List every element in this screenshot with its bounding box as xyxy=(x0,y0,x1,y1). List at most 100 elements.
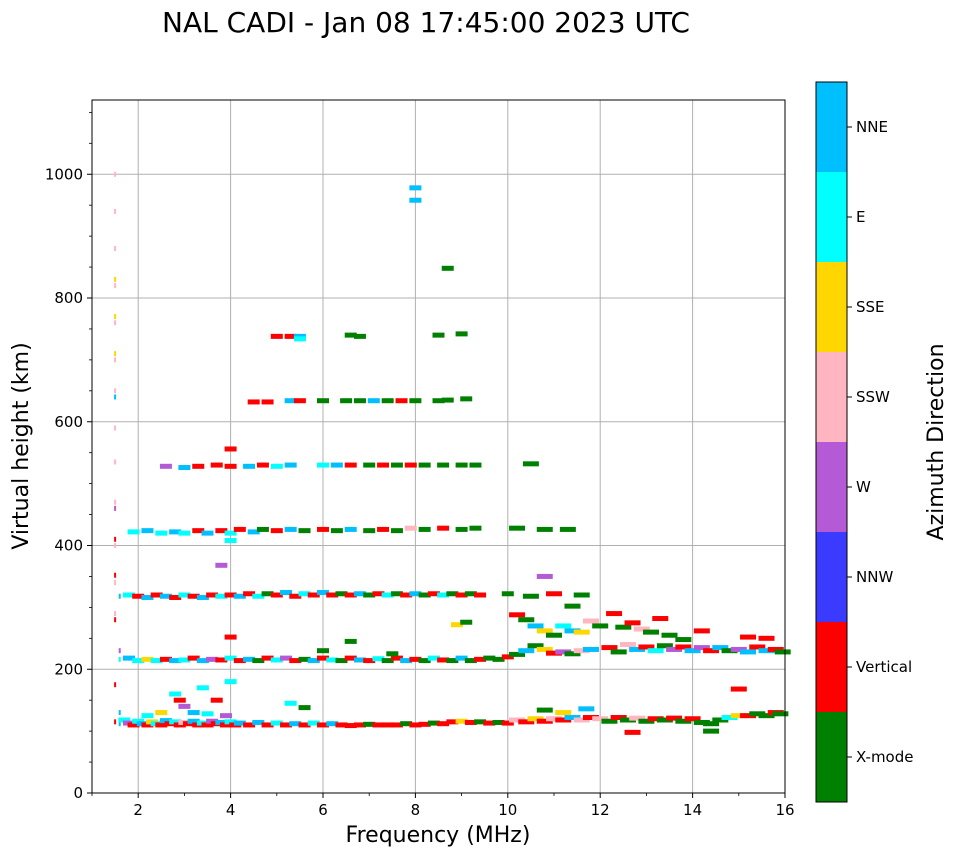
echo-point xyxy=(455,526,468,532)
echo-point xyxy=(460,396,473,402)
echo-point xyxy=(536,646,553,652)
echo-point xyxy=(432,332,445,338)
echo-point xyxy=(252,719,265,725)
echo-point xyxy=(372,656,385,662)
colorbar-label: E xyxy=(856,208,865,226)
echo-point xyxy=(317,590,329,596)
echo-point xyxy=(196,658,209,664)
echo-point xyxy=(441,397,454,403)
echo-point xyxy=(772,711,789,717)
echo-point xyxy=(155,722,168,728)
echo-point xyxy=(122,592,135,598)
echo-point xyxy=(224,655,237,661)
echo-point xyxy=(114,208,117,214)
echo-point xyxy=(464,591,477,597)
echo-point xyxy=(270,463,283,469)
echo-point xyxy=(118,710,121,716)
echo-point xyxy=(224,538,237,544)
echo-point xyxy=(224,530,237,536)
echo-point xyxy=(114,171,117,177)
echo-point xyxy=(298,656,311,662)
axis-ticks: 2 4 6 8 10 12 14 16 0 200 400 600 800 1000 xyxy=(45,111,795,819)
echo-point xyxy=(555,623,572,629)
echo-point xyxy=(224,719,237,725)
echo-point xyxy=(582,646,599,652)
echo-point xyxy=(114,536,117,542)
echo-point xyxy=(353,657,366,663)
echo-point xyxy=(522,461,539,467)
echo-point xyxy=(395,398,408,404)
echo-point xyxy=(289,593,302,599)
echo-point xyxy=(501,591,514,597)
echo-point xyxy=(344,526,357,532)
echo-point xyxy=(132,593,145,599)
echo-point xyxy=(638,718,655,724)
echo-point xyxy=(344,332,357,338)
echo-point xyxy=(390,591,403,597)
echo-point xyxy=(233,720,246,726)
echo-point xyxy=(661,632,678,638)
echo-point xyxy=(206,592,219,598)
echo-point xyxy=(758,713,775,719)
echo-point xyxy=(284,700,297,706)
echo-point xyxy=(114,425,117,431)
colorbar-swatch xyxy=(816,622,847,712)
echo-point xyxy=(409,197,422,203)
echo-point xyxy=(509,651,526,657)
echo-point xyxy=(114,388,117,394)
echo-point xyxy=(730,713,747,719)
echo-point xyxy=(261,399,274,405)
echo-point xyxy=(629,715,646,721)
echo-point xyxy=(270,528,283,534)
echo-point xyxy=(469,462,482,468)
echo-point xyxy=(712,717,729,723)
echo-point xyxy=(721,715,738,721)
echo-point xyxy=(114,580,117,586)
colorbar-label: NNE xyxy=(856,118,888,136)
x-tick-label: 14 xyxy=(683,801,702,819)
echo-point xyxy=(155,530,168,536)
colorbar-label: NNW xyxy=(856,568,893,586)
echo-point xyxy=(261,722,274,728)
echo-point xyxy=(381,398,394,404)
echo-point xyxy=(703,721,720,727)
echo-point xyxy=(418,658,431,664)
echo-point xyxy=(418,592,431,598)
y-tick-label: 600 xyxy=(54,413,83,431)
echo-point xyxy=(307,720,320,726)
echo-point xyxy=(210,697,223,703)
echo-point xyxy=(270,720,283,726)
echo-point xyxy=(437,721,450,727)
echo-point xyxy=(363,462,376,468)
echo-point xyxy=(460,619,473,625)
echo-point xyxy=(344,462,357,468)
echo-point xyxy=(418,526,431,532)
echo-point xyxy=(114,246,117,251)
echo-point xyxy=(546,632,562,638)
chart-title: NAL CADI - Jan 08 17:45:00 2023 UTC xyxy=(162,6,690,39)
echo-point xyxy=(527,643,544,649)
echo-point xyxy=(201,711,214,717)
echo-point xyxy=(224,463,237,469)
echo-point xyxy=(693,719,710,725)
echo-point xyxy=(774,649,791,655)
echo-point xyxy=(509,525,526,531)
echo-point xyxy=(455,655,468,661)
echo-point xyxy=(610,649,627,655)
echo-point xyxy=(243,591,256,597)
echo-point xyxy=(141,594,154,600)
echo-point xyxy=(159,463,172,469)
echo-point xyxy=(610,715,627,721)
echo-point xyxy=(592,623,609,629)
echo-point xyxy=(633,626,650,632)
echo-point xyxy=(150,658,163,664)
echo-point xyxy=(564,628,581,634)
echo-point xyxy=(114,543,117,548)
echo-point xyxy=(178,592,191,598)
echo-point xyxy=(740,649,757,655)
x-tick-label: 4 xyxy=(226,801,236,819)
echo-point xyxy=(178,657,191,663)
echo-point xyxy=(353,398,366,404)
echo-point xyxy=(169,529,182,535)
echo-point xyxy=(573,629,590,635)
